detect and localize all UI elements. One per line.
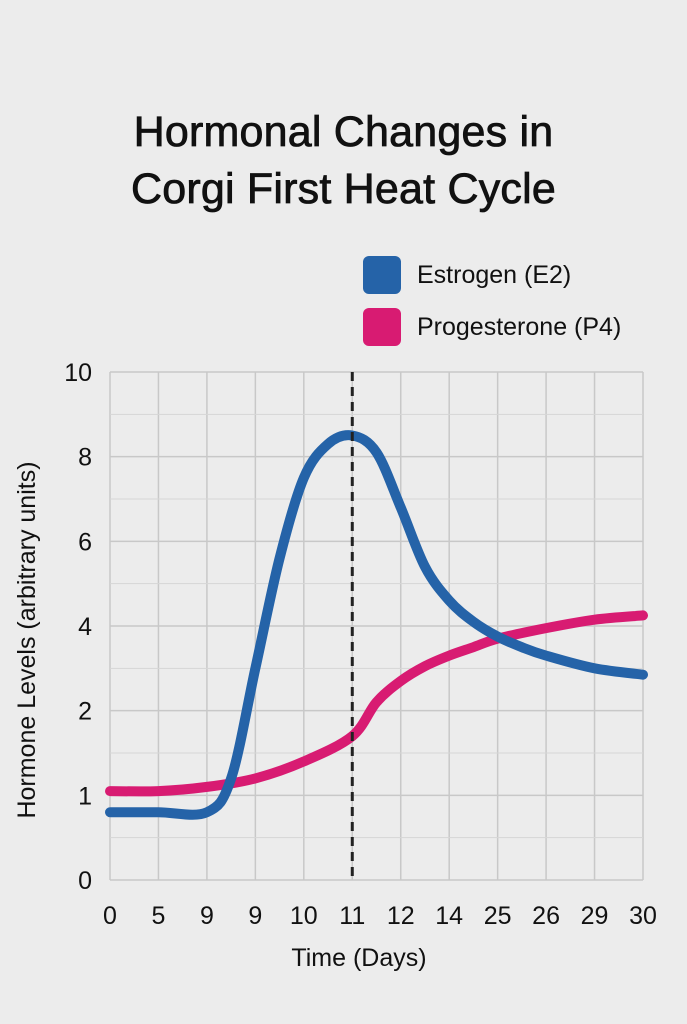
chart-title-line1: Hormonal Changes in xyxy=(133,108,554,157)
legend-item-estrogen: Estrogen (E2) xyxy=(363,255,621,295)
chart-title-line2: Corgi First Heat Cycle xyxy=(131,165,557,214)
legend-item-progesterone: Progesterone (P4) xyxy=(363,307,621,347)
chart-title: Hormonal Changes in Corgi First Heat Cyc… xyxy=(0,104,687,218)
x-tick-label: 9 xyxy=(200,902,214,930)
x-tick-label: 26 xyxy=(532,902,560,930)
y-tick-label: 1 xyxy=(78,782,92,810)
legend-swatch-progesterone xyxy=(363,308,401,346)
y-tick-label: 4 xyxy=(78,613,92,641)
x-tick-label: 5 xyxy=(152,902,166,930)
legend-label-progesterone: Progesterone (P4) xyxy=(417,312,622,341)
estrogen-line xyxy=(105,430,648,820)
y-tick-label: 2 xyxy=(78,698,92,726)
x-tick-label: 25 xyxy=(484,902,512,930)
x-tick-label: 10 xyxy=(290,902,318,930)
y-tick-label: 8 xyxy=(78,444,92,472)
progesterone-line xyxy=(105,610,648,797)
y-tick-label: 6 xyxy=(78,528,92,556)
x-axis-title: Time (Days) xyxy=(291,944,427,972)
x-tick-label: 29 xyxy=(581,902,609,930)
x-tick-label: 11 xyxy=(339,902,365,930)
x-tick-label: 14 xyxy=(435,902,463,930)
y-tick-label: 0 xyxy=(78,867,92,895)
legend-swatch-estrogen xyxy=(363,256,401,294)
x-tick-label: 9 xyxy=(248,902,262,930)
x-tick-label: 12 xyxy=(387,902,415,930)
y-tick-label: 10 xyxy=(64,359,92,387)
x-tick-label: 0 xyxy=(103,902,117,930)
x-tick-label: 30 xyxy=(629,902,657,930)
legend: Estrogen (E2) Progesterone (P4) xyxy=(363,255,621,359)
legend-label-estrogen: Estrogen (E2) xyxy=(417,260,572,289)
